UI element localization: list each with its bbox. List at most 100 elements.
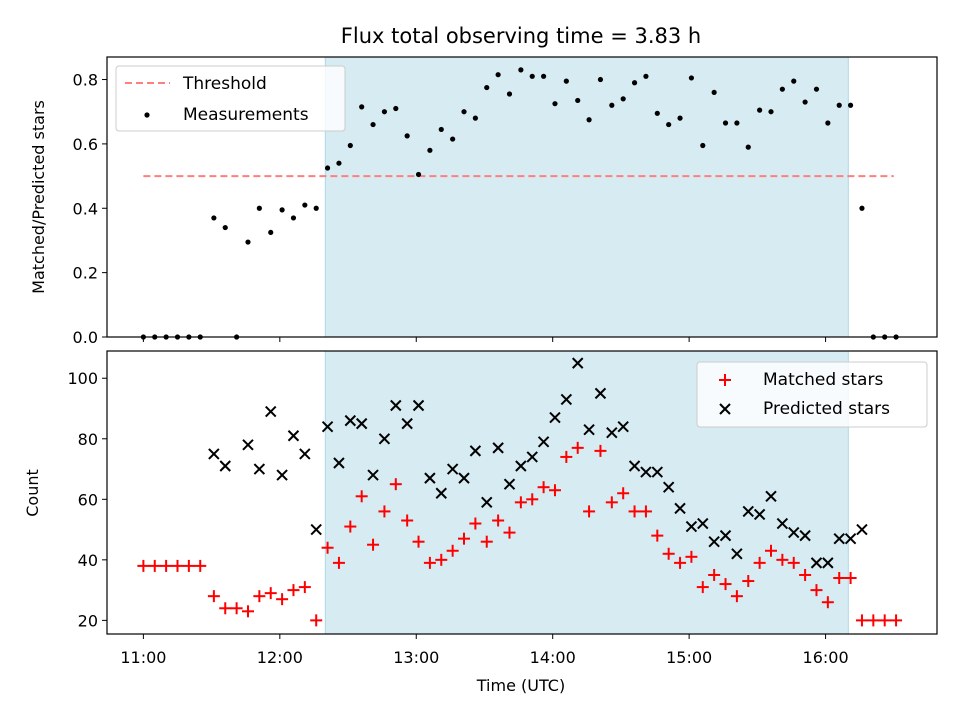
predicted-star-point: [367, 469, 379, 481]
measurement-point: [222, 224, 228, 231]
measurement-point: [347, 142, 353, 149]
matched-star-point: [492, 514, 505, 527]
predicted-star-stroke-b: [731, 548, 743, 560]
predicted-star-point: [412, 399, 425, 412]
predicted-star-point: [572, 357, 584, 369]
predicted-star-stroke-b: [594, 387, 607, 400]
predicted-star-stroke-b: [617, 420, 629, 433]
matched-star-point: [412, 535, 425, 548]
matched-star-point: [583, 505, 596, 518]
predicted-star-point: [765, 490, 777, 502]
matched-star-point: [821, 596, 834, 609]
predicted-star-stroke-b: [640, 466, 652, 478]
predicted-star-stroke-b: [719, 529, 732, 542]
bottom-y-tick-label: 20: [78, 611, 98, 630]
measurement-point: [438, 126, 444, 133]
predicted-star-stroke-b: [219, 460, 231, 472]
measurement-point: [597, 76, 604, 83]
top-legend: Threshold Measurements: [115, 65, 346, 132]
bottom-y-axis-label: Count: [23, 469, 42, 517]
predicted-star-point: [856, 523, 868, 536]
predicted-star-stroke-b: [674, 502, 686, 515]
matched-star-point: [674, 556, 687, 569]
predicted-star-point: [822, 557, 834, 569]
measurement-point: [688, 75, 695, 81]
matched-star-point: [253, 590, 266, 603]
measurement-point: [620, 96, 626, 102]
predicted-star-point: [503, 478, 516, 490]
measurement-point: [700, 142, 706, 149]
predicted-star-point: [719, 529, 732, 542]
measurement-point: [586, 117, 592, 123]
predicted-star-point: [299, 448, 311, 460]
predicted-star-point: [697, 517, 709, 530]
bottom-y-tick-label: 40: [78, 551, 98, 570]
matched-star-point: [182, 559, 195, 572]
predicted-star-stroke-b: [833, 532, 845, 545]
predicted-star-stroke-b: [412, 399, 425, 412]
predicted-star-point: [333, 457, 345, 469]
matched-star-point: [560, 450, 573, 463]
matched-star-point: [389, 478, 402, 491]
matched-star-point: [137, 559, 150, 572]
predicted-star-point: [344, 414, 357, 427]
measurement-point: [450, 136, 456, 142]
legend-matched-swatch: [719, 374, 731, 386]
top-y-tick-label: 0.0: [73, 328, 98, 347]
matched-star-point: [810, 584, 823, 597]
predicted-star-point: [549, 411, 561, 424]
predicted-star-stroke-b: [310, 523, 322, 536]
predicted-star-stroke-b: [776, 517, 789, 530]
predicted-star-point: [390, 399, 402, 412]
bottom-y-tick-label: 100: [67, 369, 98, 388]
predicted-star-point: [481, 496, 493, 509]
bottom-y-tick-label: 60: [78, 490, 98, 509]
measurement-point: [666, 121, 672, 128]
predicted-star-point: [208, 448, 220, 460]
matched-star-point: [321, 541, 334, 554]
matched-star-point: [685, 550, 698, 563]
matched-star-point: [855, 614, 868, 627]
predicted-star-stroke-b: [333, 457, 345, 469]
predicted-star-stroke-b: [299, 448, 311, 460]
top-y-tick-label: 0.8: [73, 71, 98, 90]
measurement-point: [506, 91, 513, 97]
matched-star-point: [742, 575, 755, 588]
matched-star-point: [160, 559, 173, 572]
legend-predicted-swatch: [719, 403, 731, 415]
bottom-x-tick-label: 11:00: [120, 648, 166, 667]
predicted-star-stroke-b: [856, 523, 868, 536]
predicted-star-stroke-b: [537, 436, 550, 448]
measurement-point: [609, 102, 615, 108]
predicted-star-stroke-b: [685, 520, 698, 533]
legend-measurements-swatch: [144, 112, 150, 118]
predicted-star-point: [788, 526, 800, 539]
measurement-point: [290, 215, 297, 221]
predicted-star-stroke-b: [844, 532, 857, 545]
matched-star-point: [207, 590, 220, 603]
measurement-point: [541, 73, 547, 79]
matched-star-point: [401, 514, 414, 527]
predicted-star-stroke-b: [492, 442, 504, 454]
matched-star-point: [696, 581, 709, 594]
matched-star-point: [514, 496, 527, 509]
matched-star-point: [332, 556, 345, 569]
top-y-axis-label: Matched/Predicted stars: [29, 100, 48, 294]
matched-star-point: [503, 526, 516, 539]
measurement-point: [722, 120, 729, 126]
predicted-star-stroke-b: [276, 469, 288, 481]
predicted-star-point: [651, 466, 664, 478]
matched-star-point: [264, 587, 277, 600]
predicted-star-stroke-b: [446, 463, 459, 475]
predicted-star-stroke-b: [253, 463, 266, 475]
predicted-star-point: [833, 532, 845, 545]
matched-star-point: [639, 505, 652, 518]
top-axes-frame: [106, 56, 938, 338]
predicted-star-point: [401, 417, 413, 430]
measurement-point: [279, 207, 285, 213]
legend-threshold-label: Threshold: [182, 74, 267, 94]
predicted-star-stroke-b: [208, 448, 220, 460]
predicted-star-stroke-b: [765, 490, 777, 502]
legend-matched-label: Matched stars: [763, 370, 883, 390]
measurement-point: [768, 109, 774, 115]
